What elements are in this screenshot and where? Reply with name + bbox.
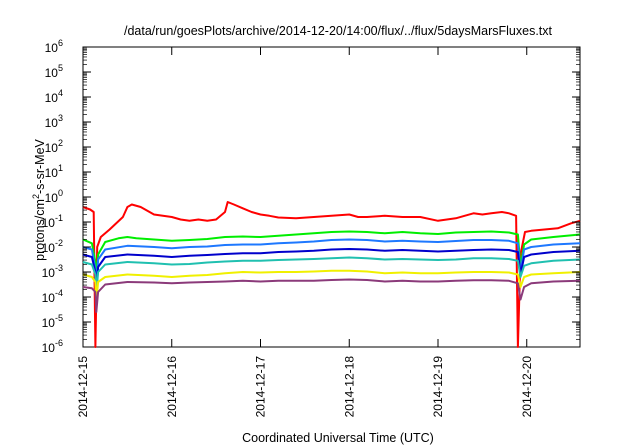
series-line-4 <box>82 248 581 296</box>
y-tick-label: 103 <box>45 113 63 130</box>
y-tick-label: 105 <box>45 63 63 80</box>
series-line-5 <box>82 256 581 296</box>
y-tick-label: 10-4 <box>42 288 63 305</box>
x-axis-label: Coordinated Universal Time (UTC) <box>242 431 434 445</box>
x-tick-label: 2014-12-17 <box>254 356 268 418</box>
y-tick-label: 104 <box>45 88 63 105</box>
x-tick-label: 2014-12-18 <box>342 356 356 418</box>
y-tick-label: 10-5 <box>42 313 63 330</box>
y-tick-label: 10-1 <box>42 213 63 230</box>
series-line-2 <box>82 230 581 281</box>
y-tick-label: 100 <box>45 188 63 205</box>
y-tick-label: 10-2 <box>42 238 63 255</box>
y-axis-label: protons/cm2-s-sr-MeV <box>31 138 47 260</box>
y-tick-label: 10-3 <box>42 263 63 280</box>
chart-title: /data/run/goesPlots/archive/2014-12-20/1… <box>124 24 553 38</box>
x-tick-label: 2014-12-15 <box>76 356 90 418</box>
series-line-3 <box>82 238 581 293</box>
y-tick-label: 102 <box>45 138 63 155</box>
series-line-1 <box>82 201 581 348</box>
x-tick-label: 2014-12-20 <box>520 356 534 418</box>
plot-frame <box>82 46 581 348</box>
series-line-7 <box>82 278 581 313</box>
y-tick-label: 106 <box>45 38 63 55</box>
y-tick-label: 101 <box>45 163 63 180</box>
series-line-6 <box>82 269 581 303</box>
x-tick-label: 2014-12-19 <box>431 356 445 418</box>
y-tick-label: 10-6 <box>42 338 63 355</box>
x-tick-label: 2014-12-16 <box>165 356 179 418</box>
